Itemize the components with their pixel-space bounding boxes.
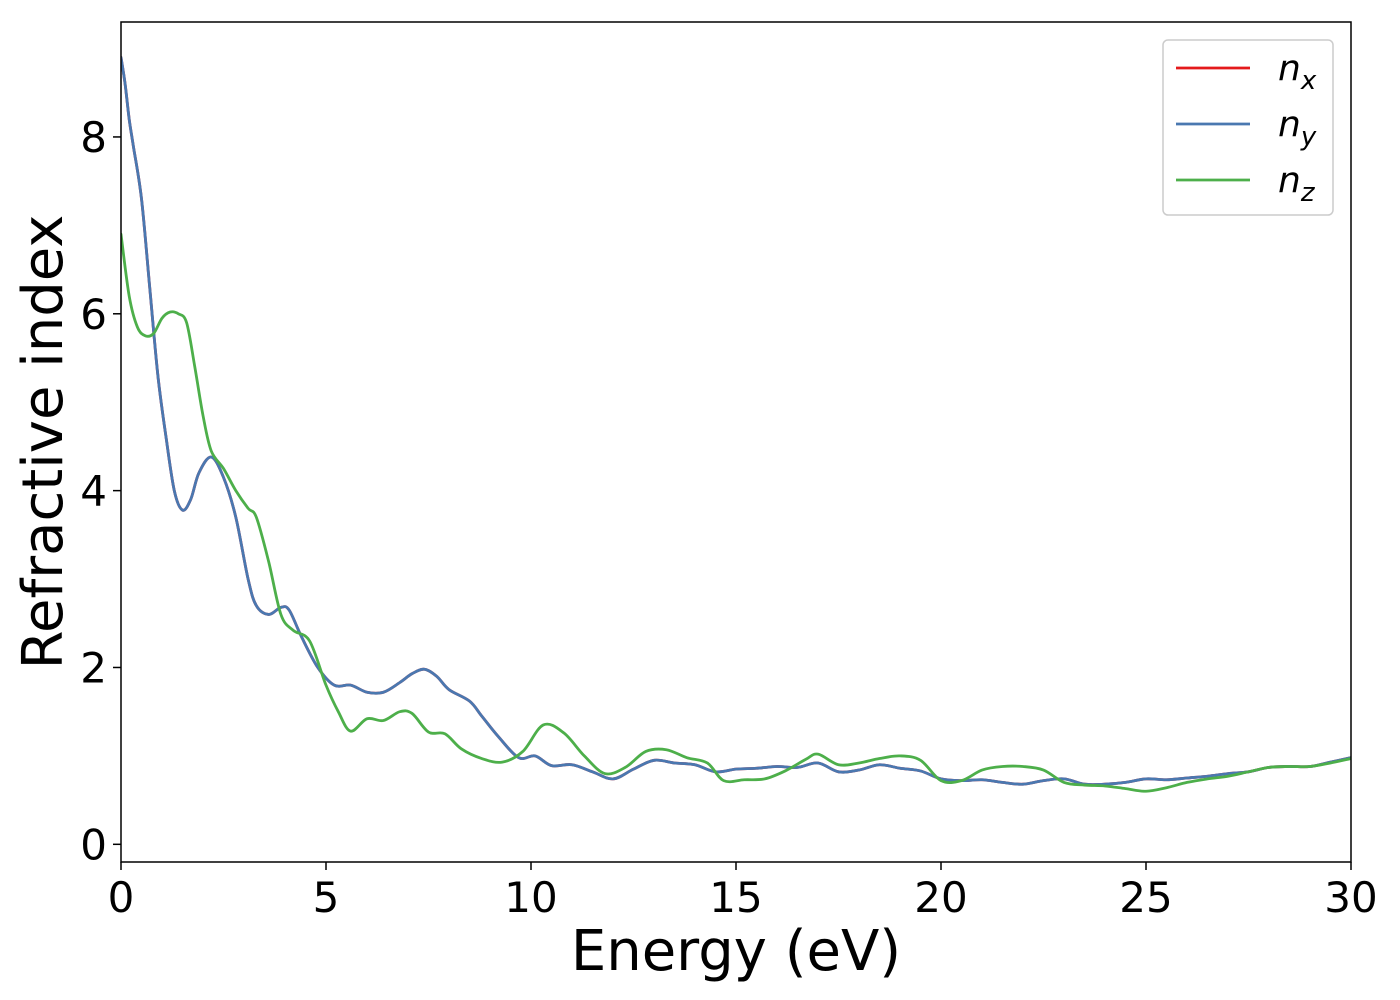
legend-entries: nx ny nz: [1176, 48, 1317, 208]
y-axis-ticks: 0 2 4 6 8: [80, 113, 121, 869]
y-tick-label: 4: [80, 467, 107, 516]
x-axis-label: Energy (eV): [571, 919, 901, 984]
legend-frame: [1162, 39, 1334, 216]
x-axis-ticks: 0 5 10 15 20 25 30: [108, 862, 1378, 922]
x-tick-label: 20: [914, 873, 967, 922]
y-tick-label: 6: [80, 290, 107, 339]
y-tick-label: 2: [80, 643, 107, 692]
x-tick-label: 30: [1324, 873, 1377, 922]
legend-label-nx: nx: [1278, 48, 1317, 96]
legend-label-ny: ny: [1278, 104, 1317, 152]
y-tick-label: 0: [80, 820, 107, 869]
x-tick-label: 0: [108, 873, 135, 922]
x-tick-label: 5: [313, 873, 340, 922]
series-line-nz: [121, 232, 1351, 793]
legend: nx ny nz: [1162, 39, 1334, 216]
x-tick-label: 15: [709, 873, 762, 922]
y-tick-label: 8: [80, 113, 107, 162]
y-axis-label: Refractive index: [11, 215, 76, 670]
series-layer: [121, 55, 1351, 793]
x-tick-label: 25: [1119, 873, 1172, 922]
plot-background: [121, 22, 1351, 862]
legend-label-nz: nz: [1278, 160, 1316, 208]
x-tick-label: 10: [504, 873, 557, 922]
